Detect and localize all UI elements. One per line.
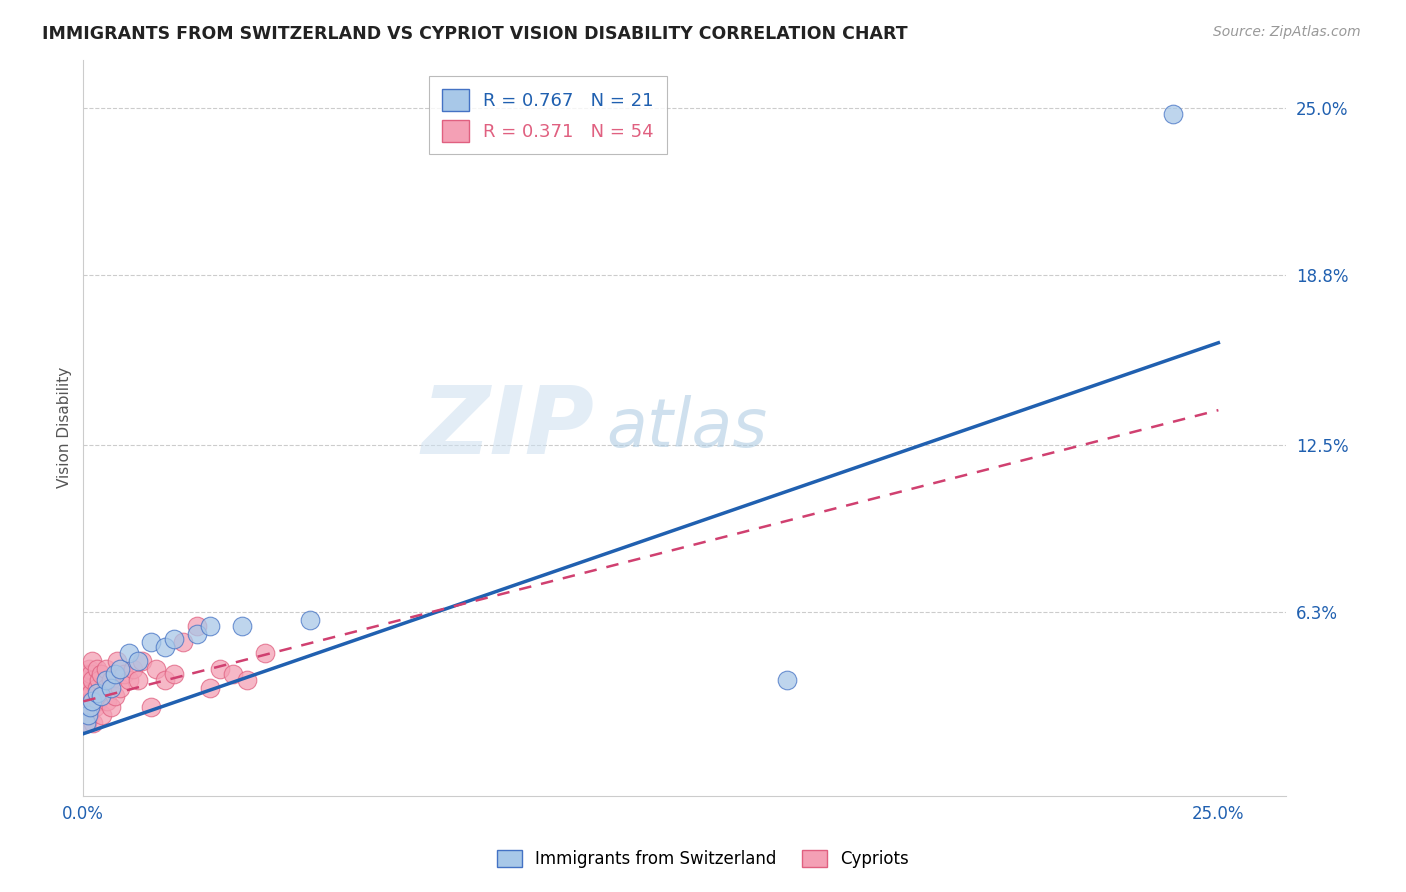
Point [73,715,96,730]
Point [200,681,222,695]
Point [82,694,104,708]
Point [86,686,108,700]
Point [76,673,98,687]
Point [79,699,101,714]
Point [253,646,276,660]
Point [77,707,100,722]
Point [75,689,97,703]
Point [104,689,127,703]
Point [153,640,176,655]
Point [91,707,114,722]
Point [105,654,128,668]
Point [222,667,245,681]
Point [112,667,135,681]
Text: atlas: atlas [606,394,768,460]
Point [86,681,108,695]
Point [172,635,194,649]
Point [200,619,222,633]
Point [131,654,153,668]
Point [100,681,122,695]
Y-axis label: Vision Disability: Vision Disability [58,367,72,488]
Point [76,667,98,681]
Point [80,667,103,681]
Point [83,699,105,714]
Point [231,619,253,633]
Point [75,694,97,708]
Point [100,699,122,714]
Point [79,681,101,695]
Point [76,715,98,730]
Point [76,699,98,714]
Point [94,662,117,676]
Point [90,689,112,703]
Point [94,673,117,687]
Point [141,699,163,714]
Point [118,673,141,687]
Point [96,694,118,708]
Point [122,662,145,676]
Point [100,673,122,687]
Point [76,689,98,703]
Point [94,681,117,695]
Point [75,699,97,714]
Point [108,662,131,676]
Point [104,667,127,681]
Point [80,686,103,700]
Point [87,694,110,708]
Point [86,662,108,676]
Point [235,673,257,687]
Point [1161,106,1184,120]
Point [145,662,167,676]
Point [186,619,208,633]
Point [90,667,112,681]
Point [76,673,98,687]
Point [82,715,104,730]
Point [108,681,131,695]
Point [90,689,112,703]
Point [82,654,104,668]
Point [79,694,101,708]
Point [75,681,97,695]
Point [299,614,322,628]
Point [82,673,104,687]
Point [77,662,100,676]
Text: Source: ZipAtlas.com: Source: ZipAtlas.com [1213,25,1361,39]
Point [73,707,96,722]
Point [186,627,208,641]
Point [141,635,163,649]
Point [75,715,97,730]
Legend: Immigrants from Switzerland, Cypriots: Immigrants from Switzerland, Cypriots [491,843,915,875]
Point [163,667,186,681]
Point [776,673,799,687]
Point [208,662,231,676]
Point [79,699,101,714]
Point [153,673,176,687]
Point [76,707,98,722]
Text: ZIP: ZIP [422,382,595,474]
Point [127,673,149,687]
Point [89,673,111,687]
Point [163,632,186,647]
Point [118,646,141,660]
Legend: R = 0.767   N = 21, R = 0.371   N = 54: R = 0.767 N = 21, R = 0.371 N = 54 [429,76,666,154]
Point [127,654,149,668]
Text: IMMIGRANTS FROM SWITZERLAND VS CYPRIOT VISION DISABILITY CORRELATION CHART: IMMIGRANTS FROM SWITZERLAND VS CYPRIOT V… [42,25,908,43]
